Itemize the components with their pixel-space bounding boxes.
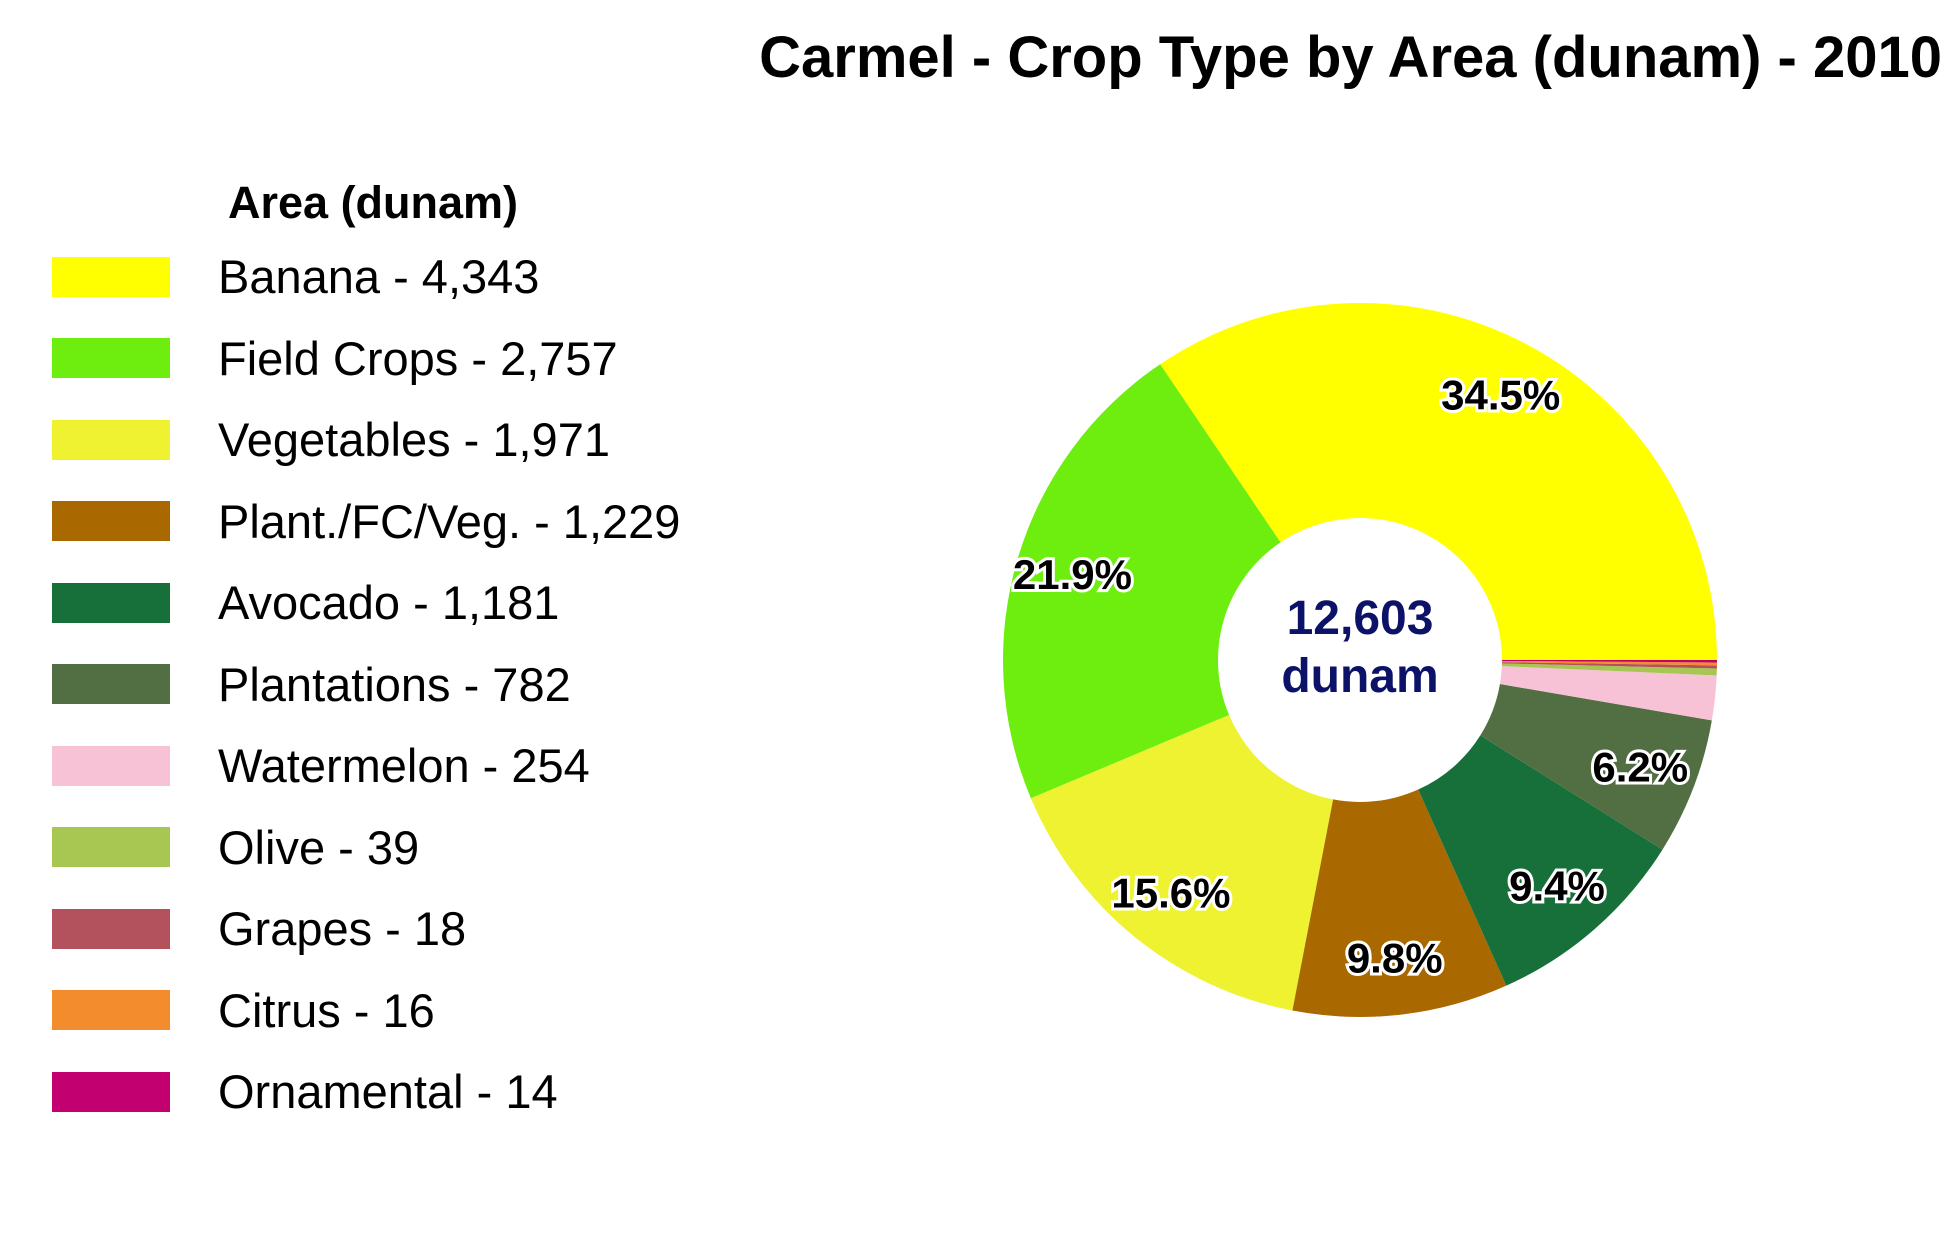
chart-title: Carmel - Crop Type by Area (dunam) - 201… xyxy=(759,25,1942,90)
donut-slice xyxy=(1292,789,1507,1018)
donut-svg: 34.5% 21.9% 15.6% 9.8% 9.4% 6.2% xyxy=(1003,303,1717,1018)
slice-percent-label: 34.5% xyxy=(1441,372,1560,419)
legend-label: Grapes - 18 xyxy=(218,902,467,956)
legend-label: Olive - 39 xyxy=(218,820,420,874)
legend-item: Field Crops - 2,757 xyxy=(52,318,772,400)
donut-slice xyxy=(1501,662,1717,669)
center-total-unit: dunam xyxy=(1281,650,1439,703)
legend-label: Plantations - 782 xyxy=(218,657,571,711)
legend-item: Avocado - 1,181 xyxy=(52,562,772,644)
legend-item: Citrus - 16 xyxy=(52,970,772,1052)
legend-label: Field Crops - 2,757 xyxy=(218,331,618,385)
legend-title: Area (dunam) xyxy=(228,177,519,228)
legend-swatch xyxy=(52,582,170,623)
donut-slice xyxy=(1501,663,1717,676)
center-total-value: 12,603 xyxy=(1286,592,1434,645)
legend-item: Plant./FC/Veg. - 1,229 xyxy=(52,481,772,563)
slice-percent-label: 9.8% xyxy=(1347,934,1443,981)
legend-label: Plant./FC/Veg. - 1,229 xyxy=(218,494,681,548)
donut-slice xyxy=(1501,660,1717,666)
slice-percent-label: 6.2% xyxy=(1592,744,1688,791)
legend: Area (dunam) Banana - 4,343 Field Crops -… xyxy=(52,170,772,1133)
donut-slice xyxy=(1418,735,1663,986)
legend-swatch xyxy=(52,827,170,868)
legend-item: Vegetables - 1,971 xyxy=(52,399,772,481)
legend-swatch xyxy=(52,664,170,705)
legend-swatch xyxy=(52,908,170,949)
legend-item: Olive - 39 xyxy=(52,807,772,889)
legend-item: Grapes - 18 xyxy=(52,888,772,970)
slice-percent-label: 21.9% xyxy=(1013,551,1132,598)
slice-percent-label: 9.4% xyxy=(1509,863,1605,910)
legend-swatch xyxy=(52,990,170,1031)
legend-item: Ornamental - 14 xyxy=(52,1051,772,1133)
legend-swatch xyxy=(52,745,170,786)
legend-item: Watermelon - 254 xyxy=(52,725,772,807)
donut-chart: 34.5% 21.9% 15.6% 9.8% 9.4% 6.2% 12,603 dunam xyxy=(880,180,1840,1140)
legend-swatch xyxy=(52,501,170,542)
legend-swatch xyxy=(52,256,170,297)
legend-label: Watermelon - 254 xyxy=(218,739,590,793)
legend-label: Ornamental - 14 xyxy=(218,1065,558,1119)
donut-slice xyxy=(1030,715,1334,1011)
donut-slice xyxy=(1502,660,1717,663)
legend-label: Avocado - 1,181 xyxy=(218,576,560,630)
legend-list: Banana - 4,343 Field Crops - 2,757 Vegetab… xyxy=(52,236,772,1133)
legend-item: Banana - 4,343 xyxy=(52,236,772,318)
legend-label: Vegetables - 1,971 xyxy=(218,413,610,467)
donut-slice xyxy=(1480,684,1712,850)
legend-item: Plantations - 782 xyxy=(52,644,772,726)
donut-slice xyxy=(1003,364,1281,799)
legend-swatch xyxy=(52,419,170,460)
legend-label: Citrus - 16 xyxy=(218,983,435,1037)
legend-swatch xyxy=(52,1071,170,1112)
legend-swatch xyxy=(52,338,170,379)
donut-slice xyxy=(1160,303,1717,660)
slice-percent-label: 15.6% xyxy=(1111,869,1230,916)
donut-slice xyxy=(1499,666,1717,721)
legend-label: Banana - 4,343 xyxy=(218,250,540,304)
